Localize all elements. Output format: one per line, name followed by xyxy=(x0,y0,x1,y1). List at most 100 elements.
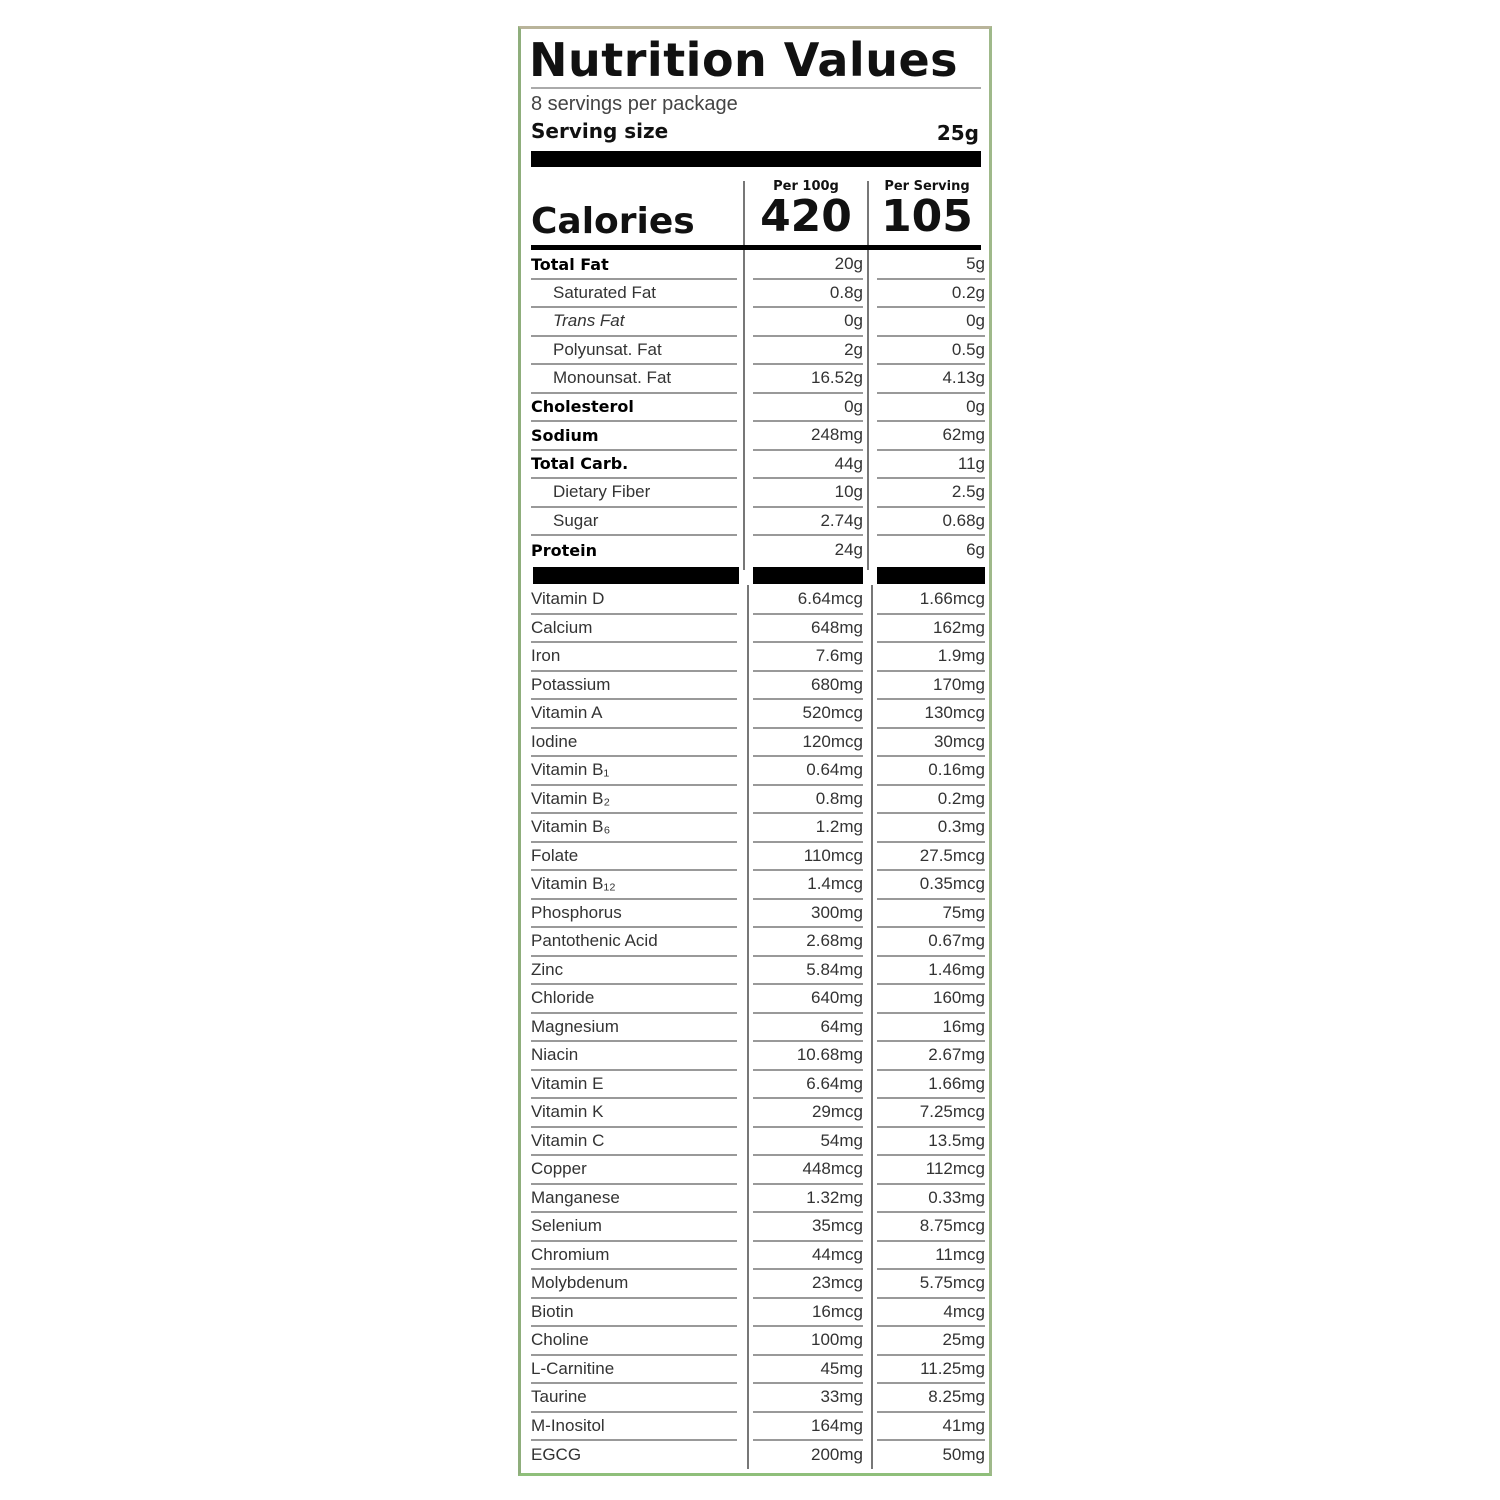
value-per-serving: 160mg xyxy=(877,985,985,1014)
calories-per-100g: 420 xyxy=(760,191,852,242)
value-per-100g: 640mg xyxy=(753,985,863,1014)
nutrient-row: Iodine 120mcg 30mcg xyxy=(531,729,985,757)
nutrient-row: Saturated Fat 0.8g 0.2g xyxy=(531,280,985,308)
nutrient-name-text: Pantothenic Acid xyxy=(531,931,658,951)
nutrient-name-text: Magnesium xyxy=(531,1016,619,1036)
value-per-serving-text: 5.75mcg xyxy=(919,1273,985,1293)
nutrient-row: Choline 100mg 25mg xyxy=(531,1327,985,1356)
nutrient-name-text: Calcium xyxy=(531,617,593,637)
value-per-100g-text: 5.84mg xyxy=(806,959,863,979)
nutrient-name-text: Copper xyxy=(531,1159,587,1179)
value-per-100g: 16.52g xyxy=(753,365,863,394)
value-per-serving-text: 11.25mg xyxy=(920,1358,985,1378)
value-per-100g-text: 24g xyxy=(834,540,863,560)
value-per-serving-text: 130mcg xyxy=(924,703,985,723)
calories-divider xyxy=(531,245,981,250)
value-per-serving-text: 0.67mg xyxy=(928,931,985,951)
nutrient-row: Folate 110mcg 27.5mcg xyxy=(531,843,985,871)
value-per-100g-text: 640mg xyxy=(811,988,863,1008)
value-per-serving: 0.3mg xyxy=(877,814,985,843)
value-per-100g-text: 6.64mcg xyxy=(797,589,863,609)
value-per-100g-text: 33mg xyxy=(820,1387,863,1407)
value-per-serving: 112mcg xyxy=(877,1156,985,1185)
nutrient-name-text: Cholesterol xyxy=(531,397,634,417)
value-per-serving: 11g xyxy=(877,451,985,479)
nutrient-row: Zinc 5.84mg 1.46mg xyxy=(531,957,985,985)
nutrient-name-text: Vitamin B₆ xyxy=(531,817,611,837)
nutrient-name-text: Choline xyxy=(531,1330,589,1350)
nutrient-name: Selenium xyxy=(531,1213,737,1242)
value-per-100g-text: 23mcg xyxy=(811,1273,863,1293)
value-per-serving: 0g xyxy=(877,308,985,337)
nutrient-name: Vitamin E xyxy=(531,1071,737,1099)
nutrient-name: Protein xyxy=(531,536,737,565)
label-title: Nutrition Values xyxy=(529,33,959,87)
nutrient-name: Copper xyxy=(531,1156,737,1185)
nutrient-name: Vitamin A xyxy=(531,700,737,729)
nutrient-name: Zinc xyxy=(531,957,737,985)
value-per-serving-text: 0.2g xyxy=(951,282,985,302)
value-per-100g-text: 648mg xyxy=(811,617,863,637)
value-per-serving-text: 5g xyxy=(966,254,985,274)
value-per-serving: 41mg xyxy=(877,1413,985,1441)
value-per-100g: 100mg xyxy=(753,1327,863,1356)
nutrient-name: Vitamin K xyxy=(531,1099,737,1128)
column-divider xyxy=(747,585,749,1469)
calories-per-serving: 105 xyxy=(881,191,973,242)
value-per-100g: 5.84mg xyxy=(753,957,863,985)
value-per-serving-text: 0g xyxy=(966,311,985,331)
value-per-serving-text: 41mg xyxy=(942,1415,985,1435)
value-per-serving: 11.25mg xyxy=(877,1356,985,1384)
nutrient-row: Vitamin E 6.64mg 1.66mg xyxy=(531,1071,985,1099)
nutrient-name: Cholesterol xyxy=(531,394,737,422)
value-per-100g: 33mg xyxy=(753,1384,863,1413)
value-per-serving-text: 8.25mg xyxy=(928,1387,985,1407)
value-per-100g: 7.6mg xyxy=(753,643,863,672)
value-per-100g-text: 45mg xyxy=(820,1358,863,1378)
value-per-serving-text: 16mg xyxy=(942,1016,985,1036)
value-per-100g: 448mcg xyxy=(753,1156,863,1185)
value-per-serving: 4.13g xyxy=(877,365,985,394)
value-per-100g: 24g xyxy=(753,536,863,565)
value-per-serving: 5.75mcg xyxy=(877,1270,985,1299)
value-per-100g: 44g xyxy=(753,451,863,479)
nutrient-row: Sodium 248mg 62mg xyxy=(531,422,985,451)
nutrient-row: Vitamin C 54mg 13.5mg xyxy=(531,1128,985,1156)
nutrient-name: Vitamin B₂ xyxy=(531,786,737,814)
nutrient-name-text: Vitamin B₁ xyxy=(531,760,610,780)
nutrient-name: M-Inositol xyxy=(531,1413,737,1441)
nutrient-row: Monounsat. Fat 16.52g 4.13g xyxy=(531,365,985,394)
value-per-serving-text: 112mcg xyxy=(925,1159,985,1179)
column-divider xyxy=(867,181,869,247)
value-per-100g-text: 0.8g xyxy=(829,282,863,302)
nutrient-name: Potassium xyxy=(531,672,737,700)
nutrient-name: Pantothenic Acid xyxy=(531,928,737,957)
section-bar xyxy=(533,567,739,584)
nutrient-row: Pantothenic Acid 2.68mg 0.67mg xyxy=(531,928,985,957)
column-header-per-serving: Per Serving xyxy=(884,179,970,194)
value-per-serving: 0.68g xyxy=(877,508,985,536)
nutrient-name: Monounsat. Fat xyxy=(531,365,737,394)
servings-per-package: 8 servings per package xyxy=(531,93,738,115)
nutrient-name-text: Iron xyxy=(531,646,561,666)
nutrient-name-text: Vitamin B₂ xyxy=(531,788,611,808)
value-per-serving-text: 0.35mcg xyxy=(919,874,985,894)
nutrient-row: Niacin 10.68mg 2.67mg xyxy=(531,1042,985,1071)
nutrient-row: Taurine 33mg 8.25mg xyxy=(531,1384,985,1413)
value-per-100g: 1.32mg xyxy=(753,1185,863,1213)
nutrient-name-text: Vitamin D xyxy=(531,589,605,609)
value-per-100g: 200mg xyxy=(753,1441,863,1470)
column-header-per-100g: Per 100g xyxy=(773,179,839,194)
nutrient-row: M-Inositol 164mg 41mg xyxy=(531,1413,985,1441)
value-per-serving: 16mg xyxy=(877,1014,985,1042)
value-per-100g-text: 54mg xyxy=(820,1130,863,1150)
nutrient-row: Vitamin K 29mcg 7.25mcg xyxy=(531,1099,985,1128)
nutrient-name: Calcium xyxy=(531,615,737,643)
value-per-100g-text: 0.8mg xyxy=(815,788,863,808)
value-per-100g: 520mcg xyxy=(753,700,863,729)
value-per-serving-text: 25mg xyxy=(942,1330,985,1350)
nutrient-name: Polyunsat. Fat xyxy=(531,337,737,365)
nutrient-row: Vitamin B₁₂ 1.4mcg 0.35mcg xyxy=(531,871,985,900)
nutrient-name: Folate xyxy=(531,843,737,871)
nutrient-name-text: Manganese xyxy=(531,1187,620,1207)
